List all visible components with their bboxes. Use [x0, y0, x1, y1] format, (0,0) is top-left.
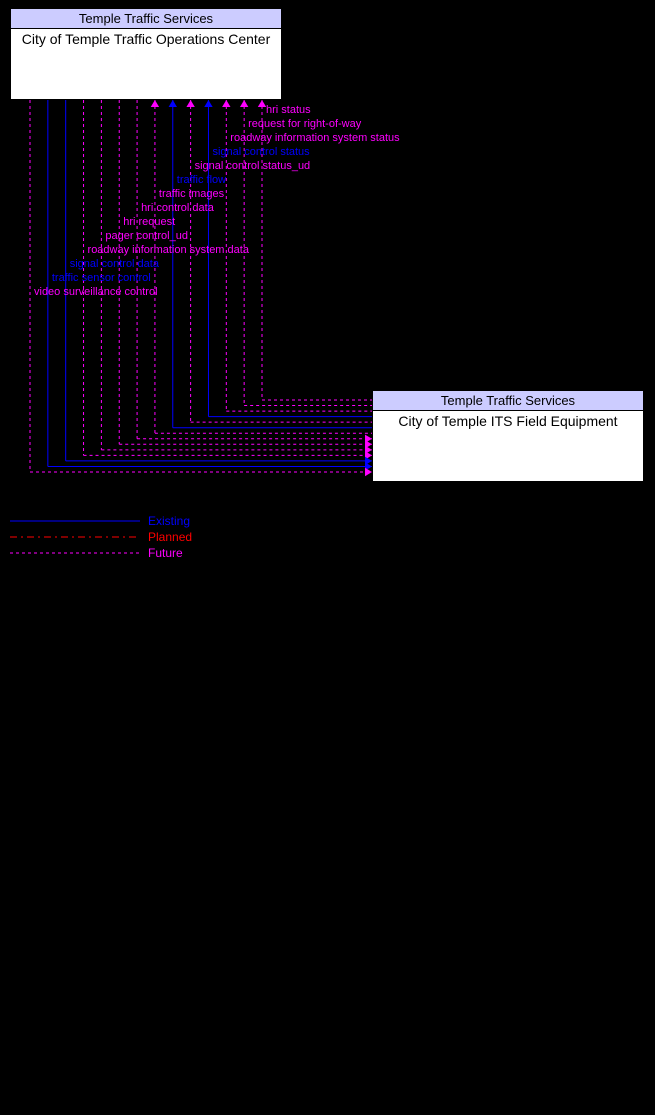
flow-label: traffic sensor control: [52, 272, 151, 284]
flow-label: hri status: [266, 104, 311, 116]
legend: Existing Planned Future: [10, 513, 192, 561]
flow-label: signal control status: [212, 146, 309, 158]
node-bottom-title: City of Temple ITS Field Equipment: [373, 411, 643, 431]
legend-planned-label: Planned: [148, 530, 192, 544]
flow-label: video surveillance control: [34, 286, 158, 298]
node-top-title: City of Temple Traffic Operations Center: [11, 29, 281, 49]
node-top-header: Temple Traffic Services: [11, 9, 281, 29]
flow-label: traffic images: [159, 188, 224, 200]
flow-label: hri request: [123, 216, 175, 228]
node-bottom[interactable]: Temple Traffic Services City of Temple I…: [372, 390, 644, 482]
legend-future: Future: [10, 545, 192, 561]
node-bottom-header: Temple Traffic Services: [373, 391, 643, 411]
legend-existing-label: Existing: [148, 514, 190, 528]
flow-label: request for right-of-way: [248, 118, 361, 130]
legend-future-label: Future: [148, 546, 183, 560]
flow-label: hri control data: [141, 202, 214, 214]
flow-label: signal control data: [70, 258, 159, 270]
flow-label: roadway information system status: [230, 132, 399, 144]
flow-label: roadway information system data: [88, 244, 249, 256]
legend-planned: Planned: [10, 529, 192, 545]
flow-label: signal control status_ud: [195, 160, 311, 172]
legend-existing: Existing: [10, 513, 192, 529]
flow-label: traffic flow: [177, 174, 226, 186]
flow-label: pager control_ud: [105, 230, 188, 242]
node-top[interactable]: Temple Traffic Services City of Temple T…: [10, 8, 282, 100]
